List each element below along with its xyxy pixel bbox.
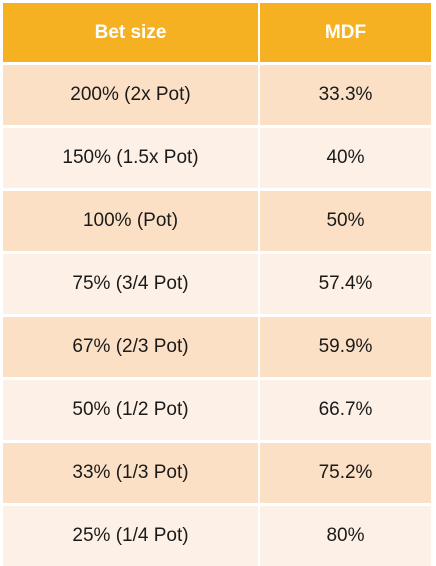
header-bet-size: Bet size — [3, 3, 259, 64]
mdf-cell: 66.7% — [259, 379, 431, 442]
mdf-cell: 59.9% — [259, 316, 431, 379]
mdf-cell: 57.4% — [259, 253, 431, 316]
table-row: 67% (2/3 Pot) 59.9% — [3, 316, 431, 379]
mdf-table: Bet size MDF 200% (2x Pot) 33.3% 150% (1… — [3, 3, 431, 566]
header-mdf: MDF — [259, 3, 431, 64]
bet-size-cell: 50% (1/2 Pot) — [3, 379, 259, 442]
table-row: 150% (1.5x Pot) 40% — [3, 127, 431, 190]
mdf-cell: 75.2% — [259, 442, 431, 505]
header-row: Bet size MDF — [3, 3, 431, 64]
table-row: 33% (1/3 Pot) 75.2% — [3, 442, 431, 505]
table-row: 50% (1/2 Pot) 66.7% — [3, 379, 431, 442]
bet-size-cell: 200% (2x Pot) — [3, 64, 259, 127]
bet-size-cell: 75% (3/4 Pot) — [3, 253, 259, 316]
mdf-cell: 50% — [259, 190, 431, 253]
mdf-cell: 40% — [259, 127, 431, 190]
table-row: 75% (3/4 Pot) 57.4% — [3, 253, 431, 316]
bet-size-cell: 25% (1/4 Pot) — [3, 505, 259, 566]
bet-size-cell: 150% (1.5x Pot) — [3, 127, 259, 190]
table-row: 200% (2x Pot) 33.3% — [3, 64, 431, 127]
mdf-table-container: Bet size MDF 200% (2x Pot) 33.3% 150% (1… — [3, 3, 431, 547]
mdf-cell: 80% — [259, 505, 431, 566]
bet-size-cell: 67% (2/3 Pot) — [3, 316, 259, 379]
bet-size-cell: 33% (1/3 Pot) — [3, 442, 259, 505]
bet-size-cell: 100% (Pot) — [3, 190, 259, 253]
table-row: 100% (Pot) 50% — [3, 190, 431, 253]
mdf-cell: 33.3% — [259, 64, 431, 127]
table-row: 25% (1/4 Pot) 80% — [3, 505, 431, 566]
